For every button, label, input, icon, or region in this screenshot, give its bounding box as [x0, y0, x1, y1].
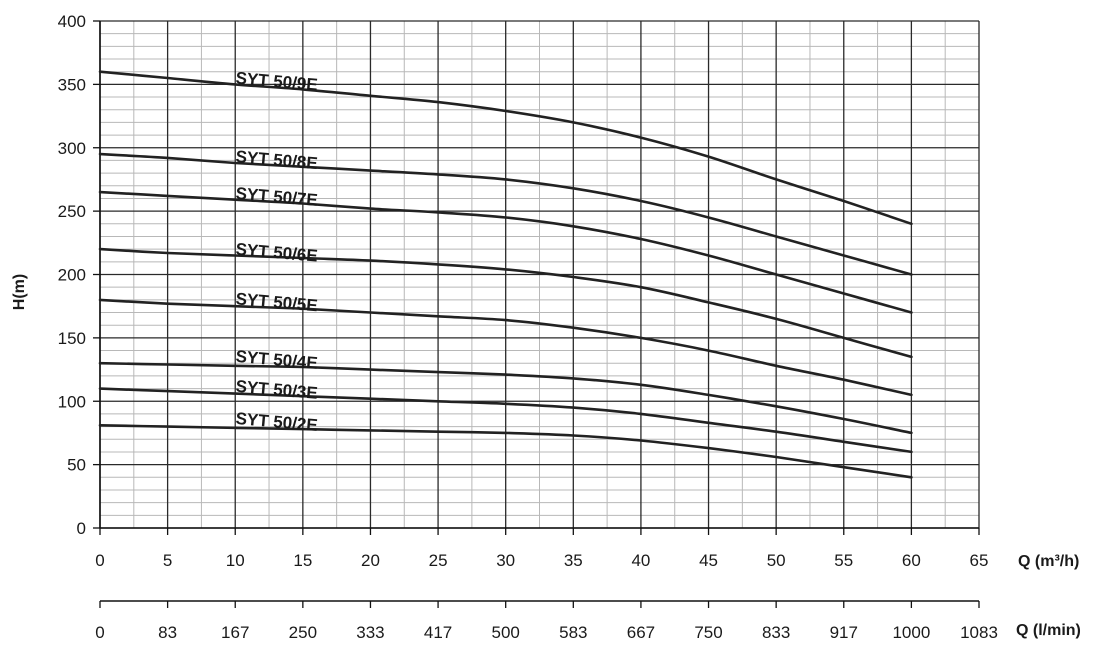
tick-labels: 0501001502002503003504000058310167152502…	[58, 12, 998, 642]
x2-tick-label: 500	[492, 623, 520, 642]
x2-tick-label: 0	[95, 623, 104, 642]
x2-tick-label: 1000	[892, 623, 930, 642]
x-tick-label: 5	[163, 551, 172, 570]
x2-tick-label: 1083	[960, 623, 998, 642]
x-tick-label: 65	[970, 551, 989, 570]
x-tick-label: 50	[767, 551, 786, 570]
y-axis-title: H(m)	[11, 274, 28, 310]
x-tick-label: 30	[496, 551, 515, 570]
x2-tick-label: 417	[424, 623, 452, 642]
x2-tick-label: 583	[559, 623, 587, 642]
series-label: SYT 50/8E	[235, 147, 319, 173]
x-tick-label: 55	[834, 551, 853, 570]
x2-tick-label: 833	[762, 623, 790, 642]
series-lines	[98, 70, 913, 479]
x2-tick-label: 917	[830, 623, 858, 642]
y-tick-label: 100	[58, 392, 86, 411]
series-line	[98, 361, 913, 435]
series-label: SYT 50/7E	[235, 184, 319, 210]
y-tick-label: 400	[58, 12, 86, 31]
y-tick-label: 250	[58, 202, 86, 221]
series-line	[98, 190, 913, 314]
x2-tick-label: 167	[221, 623, 249, 642]
y-tick-label: 200	[58, 266, 86, 285]
axes	[93, 20, 980, 608]
x2-axis-title: Q (l/min)	[1016, 622, 1081, 639]
x-tick-label: 45	[699, 551, 718, 570]
x-tick-label: 15	[293, 551, 312, 570]
series-line	[98, 424, 913, 479]
x-tick-label: 60	[902, 551, 921, 570]
series-label: SYT 50/2E	[235, 409, 319, 435]
series-line	[98, 298, 913, 397]
series-label: SYT 50/9E	[235, 68, 319, 94]
series-line	[98, 387, 913, 454]
x-axis-title: Q (m³/h)	[1018, 553, 1079, 570]
x2-tick-label: 333	[356, 623, 384, 642]
x-tick-label: 25	[429, 551, 448, 570]
series-line	[98, 70, 913, 226]
series-line	[98, 247, 913, 359]
y-tick-label: 0	[77, 519, 86, 538]
series-label: SYT 50/3E	[235, 377, 319, 403]
y-tick-label: 300	[58, 139, 86, 158]
y-tick-label: 150	[58, 329, 86, 348]
x2-tick-label: 750	[694, 623, 722, 642]
x-tick-label: 40	[631, 551, 650, 570]
series-label: SYT 50/5E	[235, 289, 319, 315]
x-tick-label: 35	[564, 551, 583, 570]
x-tick-label: 10	[226, 551, 245, 570]
y-tick-label: 50	[67, 456, 86, 475]
x-tick-label: 0	[95, 551, 104, 570]
x2-tick-label: 250	[289, 623, 317, 642]
x-tick-label: 20	[361, 551, 380, 570]
series-line	[98, 152, 913, 276]
y-tick-label: 350	[58, 75, 86, 94]
minor-grid	[100, 21, 979, 528]
x2-tick-label: 83	[158, 623, 177, 642]
x2-tick-label: 667	[627, 623, 655, 642]
